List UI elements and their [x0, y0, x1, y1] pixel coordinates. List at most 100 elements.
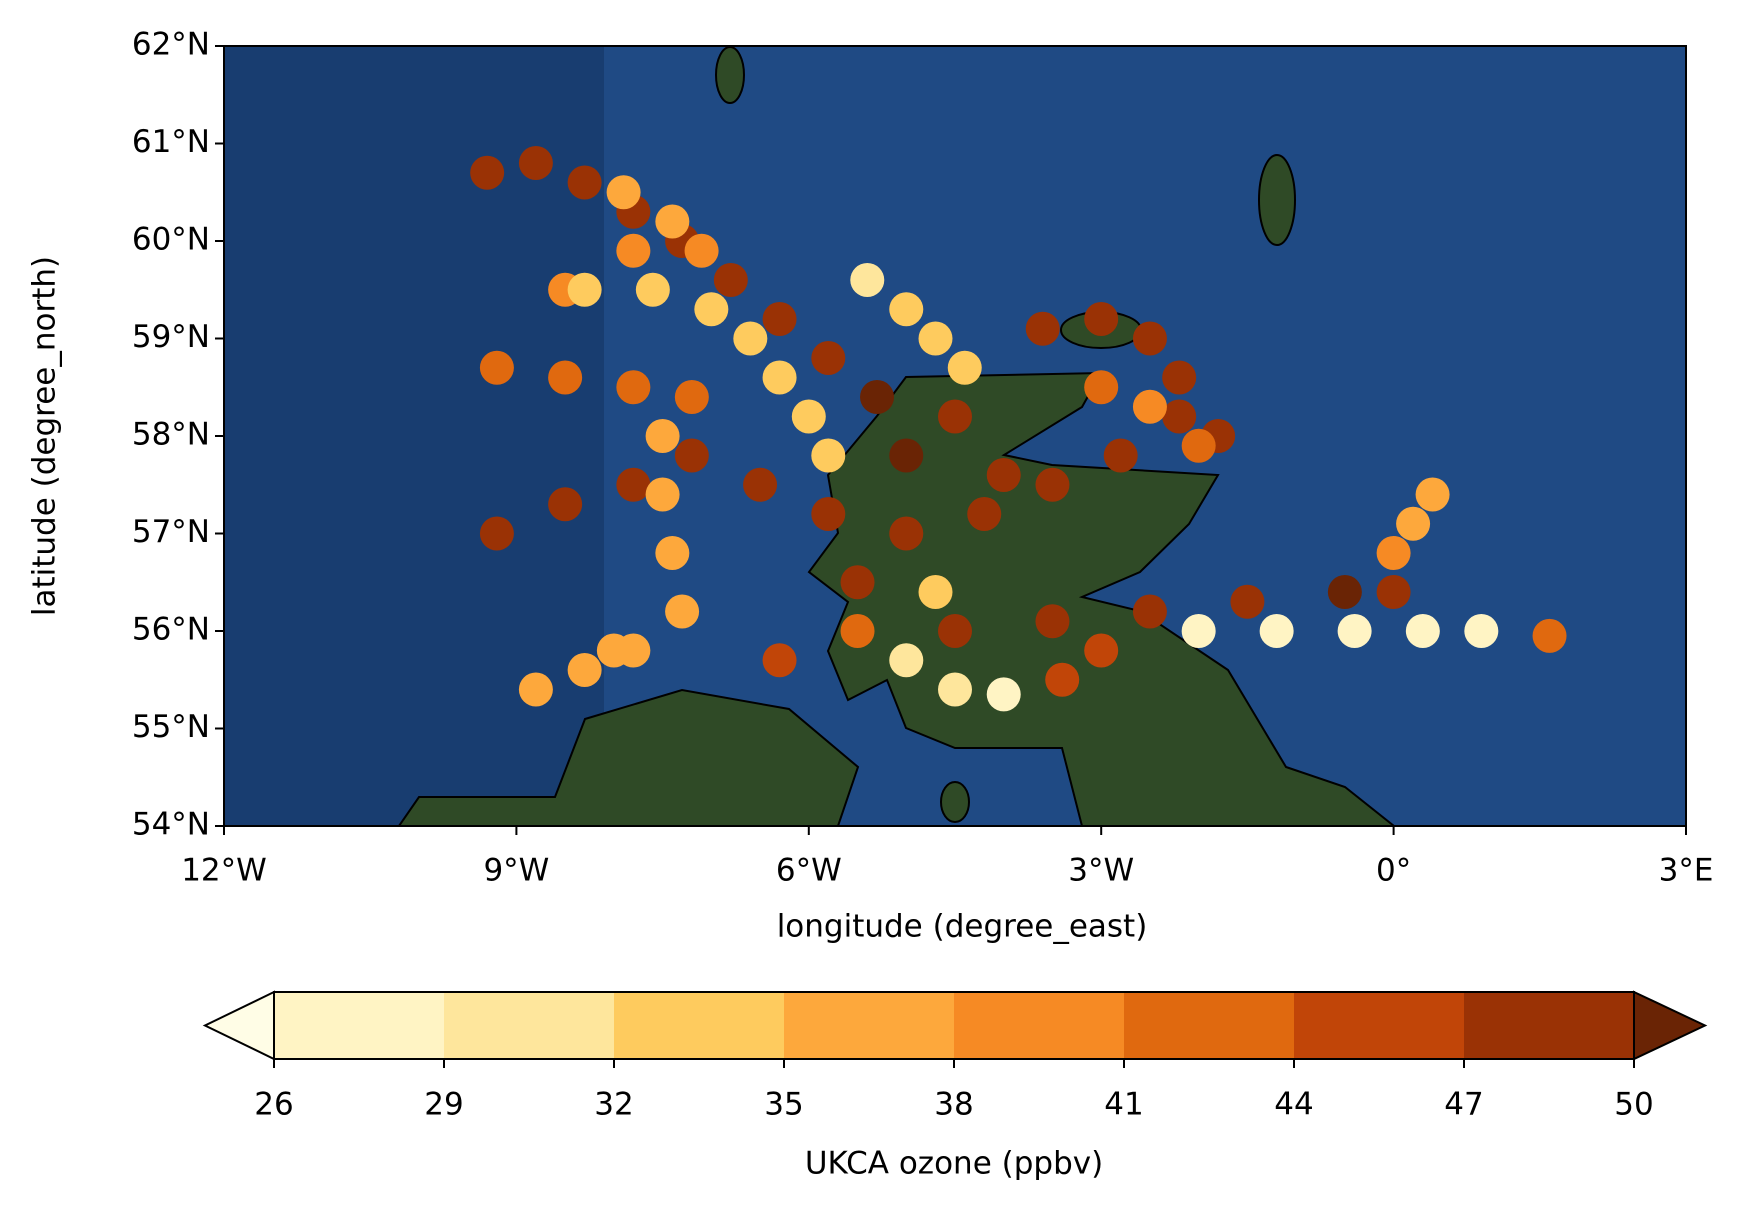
track-point — [1337, 614, 1372, 648]
y-tick-label: 59°N — [132, 319, 210, 355]
track-point — [918, 321, 953, 356]
track-point — [567, 272, 602, 307]
track-point — [1396, 506, 1431, 541]
x-tick-label: 9°W — [483, 853, 549, 889]
track-point — [616, 467, 651, 502]
y-tick-label: 60°N — [132, 222, 210, 258]
track-point — [762, 643, 797, 678]
colorbar-segment — [1464, 992, 1634, 1059]
track-point — [1035, 467, 1070, 502]
track-point — [1035, 604, 1070, 639]
track-point — [1259, 614, 1294, 648]
colorbar-tick-label: 29 — [424, 1087, 463, 1123]
colorbar-segment — [784, 992, 954, 1059]
track-point — [470, 155, 505, 190]
track-point — [1464, 614, 1499, 648]
track-point — [1181, 428, 1216, 463]
track-point — [938, 614, 972, 648]
track-point — [1376, 536, 1411, 570]
y-tick-label: 56°N — [132, 612, 210, 648]
colorbar-over — [1633, 990, 1708, 1061]
track-point — [1376, 575, 1411, 609]
track-point — [1132, 594, 1167, 629]
y-axis-label: latitude (degree_north) — [27, 256, 63, 616]
track-point — [548, 487, 583, 522]
colorbar-tick-label: 32 — [594, 1087, 633, 1123]
track-point — [1132, 389, 1167, 424]
colorbar-tick-label: 44 — [1274, 1087, 1313, 1123]
track-point — [938, 399, 972, 434]
track-point — [811, 497, 846, 531]
track-point — [1084, 370, 1119, 405]
track-point — [567, 653, 602, 687]
colorbar-tick-label: 47 — [1444, 1087, 1483, 1123]
colorbar-tick-label: 50 — [1614, 1087, 1653, 1123]
track-point — [986, 458, 1021, 492]
colorbar-tick-label: 35 — [764, 1087, 803, 1123]
track-point — [548, 360, 583, 395]
track-point — [733, 321, 768, 356]
track-point — [1230, 584, 1265, 619]
track-point — [1415, 477, 1450, 512]
track-point — [840, 614, 875, 648]
colorbar-segment — [1294, 992, 1464, 1059]
track-point — [850, 263, 885, 297]
track-point — [606, 175, 641, 210]
track-point — [889, 438, 924, 473]
track-point — [811, 341, 846, 375]
x-tick-label: 3°E — [1659, 853, 1714, 889]
colorbar-tick-label: 26 — [254, 1087, 293, 1123]
track-point — [967, 497, 1002, 531]
track-point — [986, 677, 1021, 712]
track-point — [616, 370, 651, 405]
shetland — [1258, 154, 1296, 246]
track-point — [1181, 614, 1216, 648]
track-point — [791, 399, 826, 434]
track-point — [1162, 360, 1197, 395]
track-point — [860, 380, 895, 414]
colorbar-under — [202, 990, 275, 1061]
colorbar-segment — [614, 992, 784, 1059]
ireland — [397, 688, 860, 826]
x-tick-label: 0° — [1376, 853, 1411, 889]
track-point — [616, 233, 651, 268]
track-point — [567, 165, 602, 200]
colorbar-label: UKCA ozone (ppbv) — [805, 1146, 1103, 1182]
track-point — [665, 594, 700, 629]
track-point — [1084, 302, 1119, 336]
faroe — [715, 46, 745, 104]
track-point — [1045, 662, 1080, 697]
track-point — [811, 438, 846, 473]
track-point — [479, 516, 514, 551]
y-tick-label: 55°N — [132, 709, 210, 745]
track-point — [479, 350, 514, 385]
track-point — [518, 672, 553, 707]
track-point — [1405, 614, 1440, 648]
track-point — [947, 350, 982, 385]
track-point — [889, 292, 924, 327]
track-point — [674, 438, 709, 473]
track-point — [713, 263, 748, 297]
y-tick-label: 62°N — [132, 27, 210, 63]
colorbar-segment — [1124, 992, 1294, 1059]
track-point — [840, 565, 875, 600]
track-point — [655, 536, 690, 570]
y-tick-label: 54°N — [132, 807, 210, 843]
y-tick-label: 58°N — [132, 417, 210, 453]
colorbar-segment — [274, 992, 444, 1059]
track-point — [938, 672, 972, 707]
track-point — [1025, 311, 1060, 346]
colorbar-tick-label: 38 — [934, 1087, 973, 1123]
map-background — [224, 46, 1686, 826]
track-point — [1103, 438, 1138, 473]
x-axis-label: longitude (degree_east) — [777, 909, 1148, 945]
track-point — [1532, 618, 1567, 653]
track-point — [889, 516, 924, 551]
track-point — [762, 360, 797, 395]
colorbar-segment — [444, 992, 614, 1059]
track-point — [674, 380, 709, 414]
y-tick-label: 57°N — [132, 514, 210, 550]
points — [470, 146, 1567, 712]
track-point — [1084, 633, 1119, 668]
track-point — [1327, 575, 1362, 609]
